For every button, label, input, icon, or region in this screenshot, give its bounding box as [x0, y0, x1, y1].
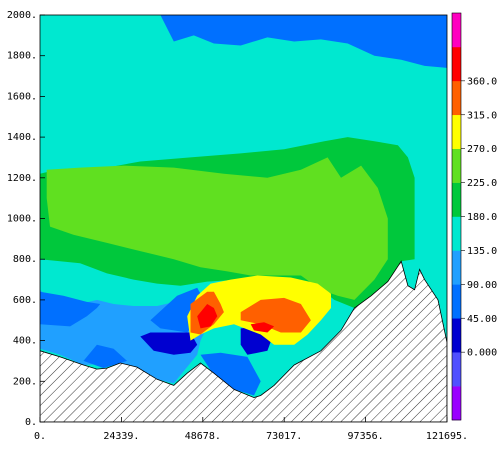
colorbar-swatch-2	[452, 318, 461, 353]
colorbar-swatch-8	[452, 114, 461, 149]
y-tick-label: 1000.	[7, 214, 37, 225]
contour-region-14	[250, 322, 275, 333]
colorbar-label: 180.0	[467, 212, 497, 223]
contour-region-9	[46, 157, 388, 300]
colorbar-swatch-7	[452, 148, 461, 183]
y-tick-label: 1600.	[7, 91, 37, 102]
x-tick-label: 24339.	[103, 431, 139, 442]
colorbar-label: 45.00	[467, 314, 497, 325]
y-tick-label: 1400.	[7, 132, 37, 143]
colorbar-swatch-4	[452, 250, 461, 285]
colorbar-swatch-10	[452, 46, 461, 82]
colorbar-label: 225.0	[467, 178, 497, 189]
contour-region-4	[83, 344, 127, 369]
colorbar-swatch-5	[452, 216, 461, 251]
contour-region-12	[240, 297, 311, 333]
colorbar: 0.000 45.00 90.00 135.0 180.0 225.0 270.0 315.0…	[451, 12, 497, 421]
colorbar-label: 0.000	[467, 348, 497, 359]
colorbar-swatch-6	[452, 182, 461, 217]
colorbar-label: 360.0	[467, 76, 497, 87]
y-tick-label: 400.	[13, 336, 37, 347]
y-tick-label: 0.	[25, 417, 37, 428]
colorbar-label: 90.00	[467, 280, 497, 291]
x-tick-label: 97356.	[348, 431, 384, 442]
colorbar-swatch-0	[452, 386, 461, 421]
y-axis-ticks: 0. 200. 400. 600. 800. 1000. 1200. 1400. 1600. 18…	[7, 10, 45, 428]
contour-region-15	[40, 15, 447, 68]
x-tick-label: 48678.	[185, 431, 221, 442]
contour-region-2	[40, 291, 101, 327]
contour-region-6	[140, 332, 198, 355]
terrain-hatched	[40, 260, 447, 422]
y-tick-label: 600.	[13, 295, 37, 306]
y-tick-label: 1200.	[7, 173, 37, 184]
x-tick-label: 0.	[34, 431, 46, 442]
colorbar-swatch-9	[452, 80, 461, 116]
terrain-polygon	[40, 260, 447, 422]
colorbar-label: 315.0	[467, 110, 497, 121]
y-tick-label: 200.	[13, 376, 37, 387]
y-tick-label: 800.	[13, 254, 37, 265]
y-tick-label: 1800.	[7, 51, 37, 62]
y-tick-label: 2000.	[7, 10, 37, 21]
contour-region-13	[197, 304, 218, 329]
contour-region-5	[200, 352, 261, 396]
plot-area	[40, 15, 447, 422]
x-axis-ticks: 0. 24339. 48678. 73017. 97356. 121695.	[34, 417, 468, 442]
colorbar-swatch-3	[452, 284, 461, 319]
colorbar-swatch-1	[452, 352, 461, 387]
colorbar-swatch-11	[452, 13, 461, 48]
x-tick-label: 121695.	[426, 431, 468, 442]
colorbar-label: 270.0	[467, 144, 497, 155]
colorbar-label: 135.0	[467, 246, 497, 257]
x-tick-label: 73017.	[266, 431, 302, 442]
